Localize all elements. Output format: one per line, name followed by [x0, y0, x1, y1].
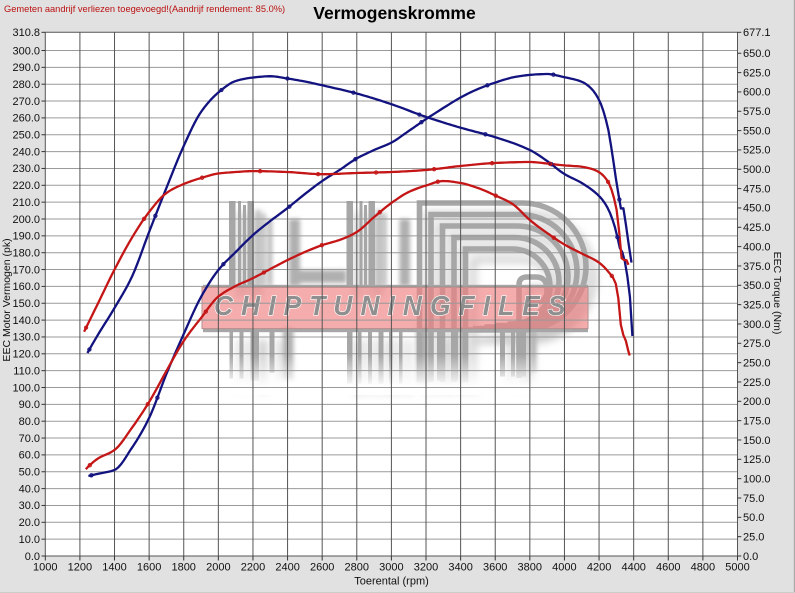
svg-text:200.0: 200.0	[743, 396, 771, 408]
svg-text:225.0: 225.0	[743, 377, 771, 389]
svg-text:EEC Motor Vermogen (pk): EEC Motor Vermogen (pk)	[1, 238, 13, 361]
svg-text:5000: 5000	[725, 562, 749, 574]
svg-text:120.0: 120.0	[12, 349, 40, 361]
svg-text:60.0: 60.0	[19, 450, 40, 462]
svg-text:1600: 1600	[137, 562, 161, 574]
svg-text:280.0: 280.0	[12, 79, 40, 91]
svg-text:75.0: 75.0	[743, 493, 764, 505]
svg-text:0.0: 0.0	[25, 551, 40, 563]
svg-text:625.0: 625.0	[743, 67, 771, 79]
svg-text:230.0: 230.0	[12, 163, 40, 175]
svg-text:CHIPTUNINGFILES: CHIPTUNINGFILES	[214, 289, 573, 321]
svg-text:Toerental (rpm): Toerental (rpm)	[354, 576, 429, 588]
svg-text:1800: 1800	[171, 562, 195, 574]
svg-text:3200: 3200	[414, 562, 438, 574]
svg-text:250.0: 250.0	[743, 357, 771, 369]
svg-text:650.0: 650.0	[743, 48, 771, 60]
svg-text:40.0: 40.0	[19, 483, 40, 495]
svg-text:150.0: 150.0	[743, 435, 771, 447]
svg-text:130.0: 130.0	[12, 332, 40, 344]
svg-text:325.0: 325.0	[743, 299, 771, 311]
svg-text:350.0: 350.0	[743, 280, 771, 292]
svg-text:4000: 4000	[552, 562, 576, 574]
svg-text:4200: 4200	[587, 562, 611, 574]
svg-text:190.0: 190.0	[12, 231, 40, 243]
svg-text:260.0: 260.0	[12, 113, 40, 125]
svg-text:240.0: 240.0	[12, 146, 40, 158]
svg-text:50.0: 50.0	[743, 512, 764, 524]
svg-text:3000: 3000	[379, 562, 403, 574]
svg-text:310.8: 310.8	[12, 27, 40, 39]
svg-text:600.0: 600.0	[743, 87, 771, 99]
svg-text:1000: 1000	[33, 562, 57, 574]
svg-text:1200: 1200	[68, 562, 92, 574]
svg-text:550.0: 550.0	[743, 125, 771, 137]
svg-text:100.0: 100.0	[12, 382, 40, 394]
svg-text:475.0: 475.0	[743, 183, 771, 195]
svg-text:210.0: 210.0	[12, 197, 40, 209]
svg-text:EEC Torque (Nm): EEC Torque (Nm)	[771, 252, 783, 335]
svg-text:2800: 2800	[345, 562, 369, 574]
svg-text:677.1: 677.1	[743, 27, 771, 39]
svg-text:275.0: 275.0	[743, 338, 771, 350]
svg-text:2600: 2600	[310, 562, 334, 574]
svg-text:2200: 2200	[241, 562, 265, 574]
svg-text:425.0: 425.0	[743, 222, 771, 234]
svg-text:175.0: 175.0	[743, 415, 771, 427]
svg-text:3800: 3800	[518, 562, 542, 574]
svg-text:500.0: 500.0	[743, 164, 771, 176]
svg-text:525.0: 525.0	[743, 145, 771, 157]
svg-text:100.0: 100.0	[743, 474, 771, 486]
svg-text:10.0: 10.0	[19, 534, 40, 546]
svg-text:300.0: 300.0	[12, 45, 40, 57]
svg-text:125.0: 125.0	[743, 454, 771, 466]
svg-text:4600: 4600	[656, 562, 680, 574]
svg-text:450.0: 450.0	[743, 203, 771, 215]
svg-text:290.0: 290.0	[12, 62, 40, 74]
svg-text:3600: 3600	[483, 562, 507, 574]
svg-text:25.0: 25.0	[743, 532, 764, 544]
svg-text:400.0: 400.0	[743, 241, 771, 253]
svg-text:30.0: 30.0	[19, 500, 40, 512]
svg-text:220.0: 220.0	[12, 180, 40, 192]
svg-text:250.0: 250.0	[12, 130, 40, 142]
svg-text:1400: 1400	[102, 562, 126, 574]
svg-text:20.0: 20.0	[19, 517, 40, 529]
svg-text:80.0: 80.0	[19, 416, 40, 428]
svg-text:300.0: 300.0	[743, 319, 771, 331]
svg-text:90.0: 90.0	[19, 399, 40, 411]
svg-text:4400: 4400	[621, 562, 645, 574]
svg-text:2400: 2400	[275, 562, 299, 574]
svg-text:3400: 3400	[448, 562, 472, 574]
svg-text:110.0: 110.0	[13, 365, 40, 377]
svg-text:50.0: 50.0	[19, 467, 40, 479]
svg-text:160.0: 160.0	[12, 281, 40, 293]
svg-text:180.0: 180.0	[12, 248, 40, 260]
svg-text:140.0: 140.0	[12, 315, 40, 327]
svg-text:575.0: 575.0	[743, 106, 771, 118]
svg-text:70.0: 70.0	[19, 433, 40, 445]
svg-text:375.0: 375.0	[743, 261, 771, 273]
svg-text:200.0: 200.0	[12, 214, 40, 226]
svg-text:270.0: 270.0	[12, 96, 40, 108]
svg-text:0.0: 0.0	[743, 551, 758, 563]
svg-text:4800: 4800	[691, 562, 715, 574]
svg-text:2000: 2000	[206, 562, 230, 574]
svg-text:150.0: 150.0	[12, 298, 40, 310]
svg-text:170.0: 170.0	[12, 264, 40, 276]
